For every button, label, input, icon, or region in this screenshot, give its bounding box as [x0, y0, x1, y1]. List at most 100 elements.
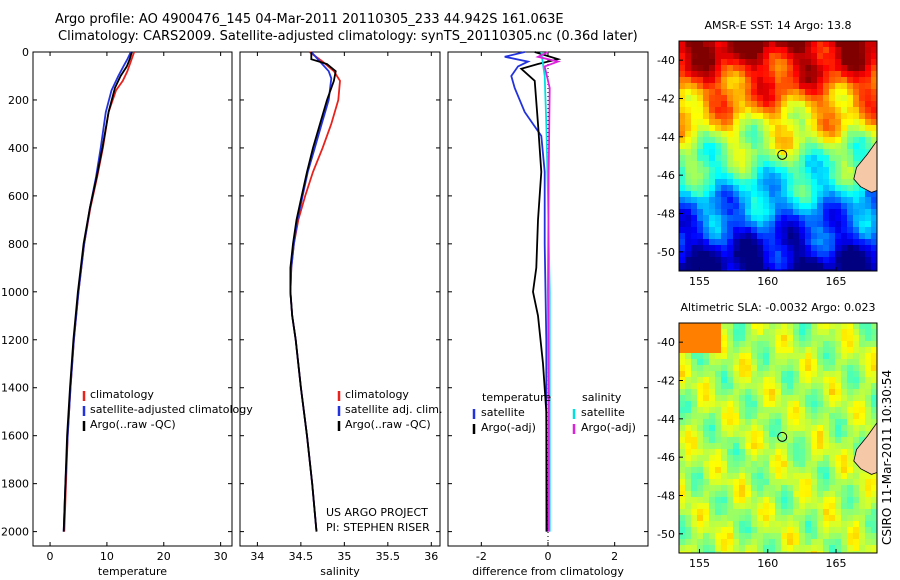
map-cell	[787, 407, 794, 414]
map-cell	[709, 65, 716, 72]
map-cell	[775, 377, 782, 384]
map-cell	[691, 425, 698, 432]
map-cell	[703, 515, 710, 522]
map-cell	[805, 245, 812, 252]
map-cell	[853, 341, 860, 348]
map-cell	[679, 497, 686, 504]
map-cell	[769, 47, 776, 54]
map-cell	[685, 161, 692, 168]
map-cell	[727, 143, 734, 150]
map-cell	[853, 365, 860, 372]
map-cell	[751, 143, 758, 150]
map-cell	[841, 419, 848, 426]
map-cell	[823, 443, 830, 450]
map-cell	[799, 437, 806, 444]
map-cell	[865, 119, 872, 126]
map-cell	[853, 371, 860, 378]
map-cell	[793, 473, 800, 480]
plot-frame	[32, 51, 233, 547]
map-cell	[793, 53, 800, 60]
map-cell	[763, 485, 770, 492]
map-cell	[709, 257, 716, 264]
map-cell	[739, 53, 746, 60]
map-cell	[727, 455, 734, 462]
map-cell	[793, 515, 800, 522]
map-cell	[715, 191, 722, 198]
map-cell	[793, 443, 800, 450]
map-cell	[859, 407, 866, 414]
map-cell	[799, 407, 806, 414]
map-cell	[841, 119, 848, 126]
map-cell	[799, 449, 806, 456]
map-cell	[781, 221, 788, 228]
map-cell	[763, 191, 770, 198]
map-cell	[853, 71, 860, 78]
map-cell	[829, 425, 836, 432]
map-cell	[793, 491, 800, 498]
map-cell	[811, 263, 818, 270]
map-cell	[679, 407, 686, 414]
map-cell	[871, 479, 878, 486]
map-cell	[709, 353, 716, 360]
map-cell	[739, 83, 746, 90]
map-cell	[847, 155, 854, 162]
map-cell	[835, 41, 842, 48]
map-cell	[685, 329, 692, 336]
map-cell	[715, 71, 722, 78]
map-cell	[685, 533, 692, 540]
map-cell	[823, 53, 830, 60]
map-cell	[679, 53, 686, 60]
map-cell	[745, 197, 752, 204]
map-cell	[697, 377, 704, 384]
map-cell	[811, 491, 818, 498]
map-cell	[715, 161, 722, 168]
map-cell	[841, 227, 848, 234]
map-cell	[739, 71, 746, 78]
map-cell	[829, 53, 836, 60]
map-cell	[787, 449, 794, 456]
map-cell	[823, 365, 830, 372]
map-cell	[739, 251, 746, 258]
map-cell	[763, 431, 770, 438]
map-cell	[739, 137, 746, 144]
map-cell	[715, 527, 722, 534]
map-cell	[817, 503, 824, 510]
map-cell	[793, 323, 800, 330]
map-cell	[859, 467, 866, 474]
map-cell	[757, 437, 764, 444]
map-cell	[823, 233, 830, 240]
map-cell	[865, 479, 872, 486]
map-cell	[703, 521, 710, 528]
map-cell	[781, 203, 788, 210]
map-cell	[697, 371, 704, 378]
map-cell	[703, 221, 710, 228]
map-cell	[775, 383, 782, 390]
map-cell	[817, 251, 824, 258]
map-cell	[745, 449, 752, 456]
map-cell	[703, 365, 710, 372]
map-cell	[763, 233, 770, 240]
map-cell	[757, 113, 764, 120]
map-cell	[871, 119, 878, 126]
y-tick-label: 1200	[1, 334, 29, 347]
map-cell	[715, 377, 722, 384]
map-cell	[865, 107, 872, 114]
map-cell	[817, 107, 824, 114]
map-cell	[745, 497, 752, 504]
map-cell	[709, 155, 716, 162]
map-cell	[805, 227, 812, 234]
map-cell	[727, 41, 734, 48]
map-cell	[835, 521, 842, 528]
map-cell	[865, 383, 872, 390]
map-cell	[871, 323, 878, 330]
map-cell	[835, 479, 842, 486]
map-cell	[757, 173, 764, 180]
y-tick-label: 1400	[1, 382, 29, 395]
map-cell	[829, 461, 836, 468]
map-cell	[823, 431, 830, 438]
map-cell	[685, 485, 692, 492]
map-cell	[691, 107, 698, 114]
map-cell	[757, 143, 764, 150]
map-cell	[757, 341, 764, 348]
map-cell	[805, 257, 812, 264]
